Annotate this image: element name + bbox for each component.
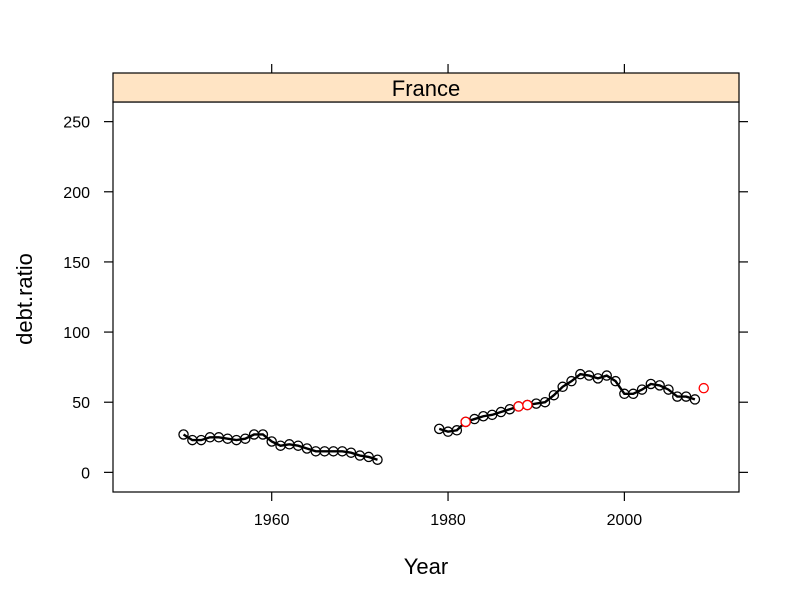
y-tick-label: 100 [63,325,90,342]
data-point [451,425,463,436]
y-tick-label: 200 [63,185,90,202]
data-point [610,375,621,387]
x-axis-title: Year [404,554,448,579]
x-tick-label: 1960 [254,512,290,529]
y-axis-title: debt.ratio [12,253,37,345]
data-point [566,375,577,387]
data-point [372,454,383,465]
data-point [557,381,568,393]
data-point [663,384,674,395]
data-point [240,433,251,444]
panel-title: France [392,76,460,101]
x-tick-label: 1980 [430,512,466,529]
data-point [689,394,701,405]
highlight-point [698,382,709,394]
y-tick-label: 150 [63,255,90,272]
y-tick-label: 50 [72,395,90,412]
data-point [266,436,277,447]
data-point [548,389,560,401]
highlight-point [460,416,471,428]
data-point [601,370,612,381]
highlight-points [460,382,709,428]
series [178,368,701,465]
highlight-point [513,401,524,412]
y-tick-label: 0 [81,465,90,482]
y-tick-label: 250 [63,115,90,132]
data-point [539,396,551,408]
series-line [182,433,378,461]
data-point [257,429,269,440]
data-point [636,384,648,395]
axes: 1960 1980 2000 0 50 100 150 200 250 [63,64,748,529]
data-point [654,380,665,391]
data-point [627,388,639,400]
highlight-point [522,399,533,411]
x-tick-label: 2000 [607,512,643,529]
strip-background [112,72,740,103]
strip: France [112,72,740,103]
data-point [178,429,189,440]
